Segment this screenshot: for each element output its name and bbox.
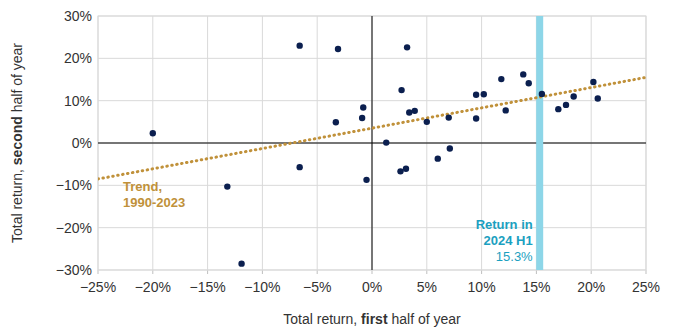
x-tick — [262, 270, 263, 274]
highlight-label: 15.3% — [496, 249, 533, 264]
point — [473, 115, 479, 121]
x-tick — [207, 270, 208, 274]
point — [424, 119, 430, 125]
point — [363, 177, 369, 183]
x-tick — [372, 270, 373, 274]
trend-label: Trend, — [123, 179, 162, 194]
x-tick-label: 5% — [417, 279, 437, 295]
x-tick-label: 0% — [362, 279, 382, 295]
x-tick — [536, 270, 537, 274]
point — [224, 183, 230, 189]
point — [383, 139, 389, 145]
label-emphasis: second — [9, 116, 25, 165]
x-tick — [317, 270, 318, 274]
point — [481, 91, 487, 97]
x-tick — [481, 270, 482, 274]
point — [590, 79, 596, 85]
x-tick-label: 10% — [468, 279, 496, 295]
point — [404, 44, 410, 50]
plot-area — [98, 16, 646, 270]
x-tick-label: −15% — [189, 279, 225, 295]
point — [595, 95, 601, 101]
point — [296, 164, 302, 170]
point — [296, 42, 302, 48]
y-tick-label: −20% — [56, 220, 92, 236]
label-part: half of year — [388, 311, 461, 327]
x-tick — [152, 270, 153, 274]
point — [150, 130, 156, 136]
point — [398, 87, 404, 93]
x-tick-label: 25% — [632, 279, 660, 295]
y-tick-label: 0% — [72, 135, 92, 151]
point — [473, 92, 479, 98]
y-tick-label: −30% — [56, 262, 92, 278]
point — [397, 168, 403, 174]
y-tick-label: 30% — [64, 8, 92, 24]
point — [406, 109, 412, 115]
highlight-label: Return in — [476, 217, 533, 232]
highlight-band — [536, 16, 543, 270]
point — [498, 76, 504, 82]
x-tick-label: −5% — [303, 279, 331, 295]
point — [526, 80, 532, 86]
trend-label: 1990-2023 — [123, 195, 185, 210]
label-part: Total return, — [283, 311, 361, 327]
plot-frame — [98, 16, 646, 270]
point — [359, 115, 365, 121]
point — [570, 93, 576, 99]
point — [520, 71, 526, 77]
x-tick-label: 20% — [577, 279, 605, 295]
y-tick-label: 10% — [64, 93, 92, 109]
x-tick-label: −25% — [80, 279, 116, 295]
trend-line — [98, 77, 646, 179]
x-tick-label: −20% — [135, 279, 171, 295]
point — [403, 166, 409, 172]
point — [503, 107, 509, 113]
point — [412, 108, 418, 114]
x-axis-title: Total return, first half of year — [283, 311, 461, 327]
x-tick-label: 15% — [522, 279, 550, 295]
point — [435, 155, 441, 161]
label-part: Total return, — [9, 165, 25, 243]
point — [335, 46, 341, 52]
label-part: half of year — [9, 43, 25, 116]
point — [238, 260, 244, 266]
point — [563, 102, 569, 108]
point — [539, 91, 545, 97]
point — [333, 119, 339, 125]
y-tick-label: 20% — [64, 50, 92, 66]
point — [360, 104, 366, 110]
y-axis-title: Total return, second half of year — [9, 43, 25, 243]
x-zero-axis — [98, 143, 646, 144]
x-tick — [98, 270, 99, 274]
point — [447, 145, 453, 151]
point — [555, 106, 561, 112]
y-tick-label: −10% — [56, 177, 92, 193]
highlight-label: 2024 H1 — [484, 233, 533, 248]
point — [446, 114, 452, 120]
x-tick — [591, 270, 592, 274]
grid — [98, 16, 646, 274]
x-tick — [426, 270, 427, 274]
x-tick — [646, 270, 647, 274]
chart: −25% −20% −15% −10% −5% 0% 5% 10% 15% 20% 25% −30% −… — [0, 0, 692, 334]
x-tick-label: −10% — [244, 279, 280, 295]
label-emphasis: first — [361, 311, 388, 327]
y-grid-line — [98, 143, 646, 144]
